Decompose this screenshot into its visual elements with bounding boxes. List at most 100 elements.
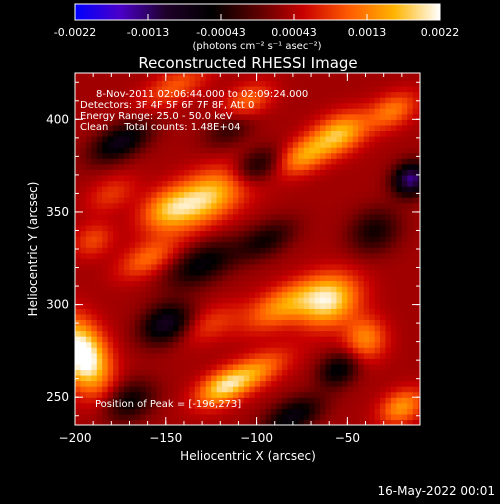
heatmap-cell [298,358,305,365]
heatmap-cell [352,252,359,259]
heatmap-cell [85,152,92,159]
heatmap-cell [200,313,207,320]
heatmap-cell [227,241,234,248]
heatmap-cell [113,73,120,76]
heatmap-cell [124,85,131,93]
heatmap-cell [390,80,397,87]
heatmap-cell [336,147,343,154]
heatmap-cell [156,291,163,298]
heatmap-cell [325,202,332,209]
heatmap-cell [347,380,354,387]
heatmap-cell [303,302,310,309]
heatmap-cell [243,363,250,371]
heatmap-cell [216,369,223,376]
heatmap-cell [162,97,169,104]
heatmap-cell [107,224,114,232]
heatmap-cell [85,236,92,243]
heatmap-cell [390,263,397,270]
heatmap-cell [227,397,234,404]
heatmap-cell [189,341,196,348]
heatmap-cell [380,419,387,425]
heatmap-cell [385,219,392,226]
heatmap-cell [222,180,229,187]
heatmap-cell [276,363,283,371]
heatmap-cell [287,308,294,315]
heatmap-cell [407,208,414,215]
heatmap-cell [347,224,354,232]
heatmap-cell [331,386,338,393]
heatmap-cell [401,135,408,143]
heatmap-cell [134,269,141,276]
heatmap-cell [407,374,414,382]
heatmap-cell [162,252,169,259]
heatmap-cell [271,135,278,143]
heatmap-cell [211,258,218,265]
heatmap-cell [271,91,278,98]
heatmap-cell [309,336,316,343]
heatmap-cell [298,263,305,270]
heatmap-cell [401,302,408,309]
heatmap-cell [134,163,141,170]
heatmap-cell [418,263,420,270]
heatmap-cell [124,324,131,332]
heatmap-cell [412,386,419,393]
heatmap-cell [107,374,114,382]
heatmap-cell [216,74,223,82]
heatmap-cell [238,408,245,415]
heatmap-cell [341,174,348,182]
heatmap-cell [374,280,381,287]
heatmap-cell [401,247,408,254]
heatmap-cell [276,219,283,226]
heatmap-cell [271,230,278,237]
heatmap-cell [287,352,294,359]
heatmap-cell [129,158,136,165]
heatmap-cell [390,73,397,76]
heatmap-cell [96,130,103,137]
heatmap-cell [167,308,174,315]
heatmap-cell [276,130,283,137]
heatmap-cell [249,258,256,265]
heatmap-cell [352,419,359,425]
heatmap-cell [205,330,212,337]
heatmap-cell [96,219,103,226]
heatmap-cell [227,152,234,159]
heatmap-cell [390,369,397,376]
heatmap-cell [418,124,420,132]
heatmap-cell [118,236,125,243]
colorbar: -0.0022 -0.0013 -0.00043 0.00043 0.0013 0.002… [54,3,459,52]
heatmap-cell [151,247,158,254]
heatmap-cell [227,73,234,76]
heatmap-cell [331,224,338,232]
heatmap-cell [205,91,212,98]
colorbar-tick-label: 0.0013 [348,26,387,39]
heatmap-cell [91,119,98,126]
heatmap-cell [341,236,348,243]
heatmap-cell [374,363,381,371]
heatmap-cell [380,152,387,159]
heatmap-cell [113,363,120,371]
heatmap-cell [303,313,310,320]
heatmap-cell [352,174,359,182]
heatmap-cell [363,258,370,265]
heatmap-cell [358,408,365,415]
heatmap-cell [320,280,327,287]
heatmap-cell [303,269,310,276]
heatmap-cell [75,97,82,104]
heatmap-cell [151,158,158,165]
heatmap-cell [265,74,272,82]
heatmap-cell [156,241,163,248]
heatmap-cell [107,408,114,415]
heatmap-cell [265,91,272,98]
heatmap-cell [129,147,136,154]
heatmap-cell [238,169,245,176]
heatmap-cell [265,169,272,176]
heatmap-cell [347,163,354,170]
heatmap-cell [276,391,283,398]
heatmap-cell [227,202,234,209]
heatmap-cell [352,402,359,409]
heatmap-cell [418,302,420,309]
heatmap-cell [298,324,305,332]
heatmap-cell [205,74,212,82]
heatmap-cell [298,274,305,282]
heatmap-cell [91,391,98,398]
